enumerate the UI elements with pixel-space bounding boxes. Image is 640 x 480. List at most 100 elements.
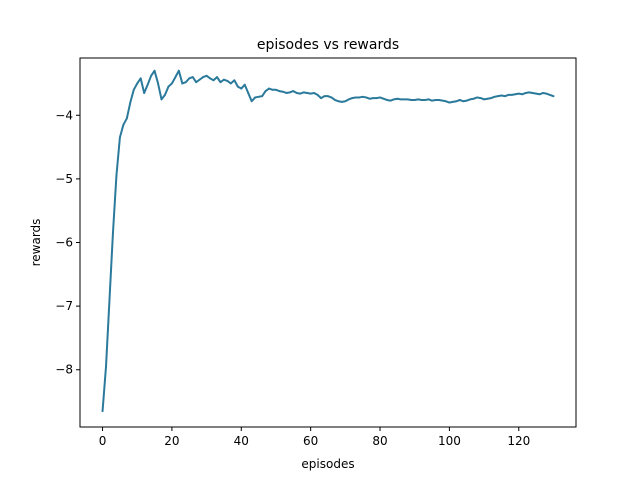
data-point [216,76,218,78]
data-point [115,174,118,177]
x-tick-label: 0 [99,434,107,448]
chart-title: episodes vs rewards [257,37,399,53]
data-point [438,99,440,101]
data-point [184,81,187,84]
data-point [136,82,139,85]
data-point [243,83,246,86]
data-point [323,95,326,98]
data-point [288,91,291,94]
data-point [434,99,437,101]
data-point [500,94,503,97]
data-point [150,74,153,77]
data-point [143,92,146,94]
y-tick-label: −5 [55,172,73,186]
data-point [108,298,111,301]
data-point [164,94,166,96]
data-point [486,97,489,100]
data-point [320,97,322,99]
data-point [250,100,253,103]
data-point [174,76,177,78]
data-point [420,99,423,101]
data-point [542,92,544,94]
data-point [472,97,475,100]
data-point [462,100,465,103]
data-point [202,76,205,78]
data-point [524,92,527,94]
data-point [257,95,260,98]
data-point [177,69,180,72]
data-point [118,136,121,139]
data-point [358,96,361,99]
data-point [334,99,336,101]
x-tick-label: 100 [438,434,461,448]
data-point [413,99,416,101]
data-point [351,97,354,99]
data-point [327,95,329,98]
data-point [521,93,524,96]
x-tick-label: 40 [234,434,249,448]
data-point [240,87,243,90]
y-axis-label: rewards [29,219,43,267]
plot-area [80,58,576,427]
data-point [410,99,413,101]
data-point [504,95,506,98]
data-point [479,97,482,99]
data-point [268,87,270,90]
data-point [219,81,222,84]
data-point [223,78,225,81]
data-point [344,100,347,103]
data-point [451,101,454,103]
y-tick-label: −7 [55,299,73,313]
data-point [458,99,461,101]
data-point [396,97,399,100]
data-point [309,92,312,95]
data-point [406,98,409,101]
data-point [517,92,520,95]
data-point [483,98,485,101]
data-point [552,95,555,98]
data-point [497,95,499,98]
data-point [549,94,551,96]
data-point [386,99,388,101]
data-point [490,97,492,99]
data-point [337,100,340,103]
data-point [181,82,184,85]
data-point [372,97,374,99]
data-point [469,98,472,101]
data-point [205,74,208,77]
data-point [455,100,458,103]
data-point [393,98,395,101]
data-point [236,85,239,88]
data-point [448,101,451,104]
y-axis-ticks: −8 −7 −6 −5 −4 [55,108,80,377]
data-point [229,82,232,85]
data-point [247,92,250,94]
data-point [417,98,420,101]
series-layer [101,69,555,413]
data-point [271,88,274,91]
data-point [233,79,236,82]
x-tick-label: 80 [372,434,387,448]
data-point [299,92,302,95]
data-point [129,101,132,104]
data-point [431,99,433,102]
data-point [285,92,288,94]
y-tick-label: −6 [55,236,73,250]
data-point [292,90,295,92]
data-point [282,90,284,93]
data-point [157,82,159,85]
data-point [424,99,427,101]
data-point [347,98,350,101]
data-point [209,77,211,80]
data-point [195,81,198,84]
data-point [535,92,538,95]
data-point [160,98,163,101]
data-point [132,88,135,91]
data-point [465,99,468,102]
x-tick-label: 120 [507,434,530,448]
x-axis-label: episodes [301,457,354,471]
data-point [146,83,149,86]
data-point [382,97,385,100]
data-point [188,77,191,80]
data-point [379,96,381,99]
